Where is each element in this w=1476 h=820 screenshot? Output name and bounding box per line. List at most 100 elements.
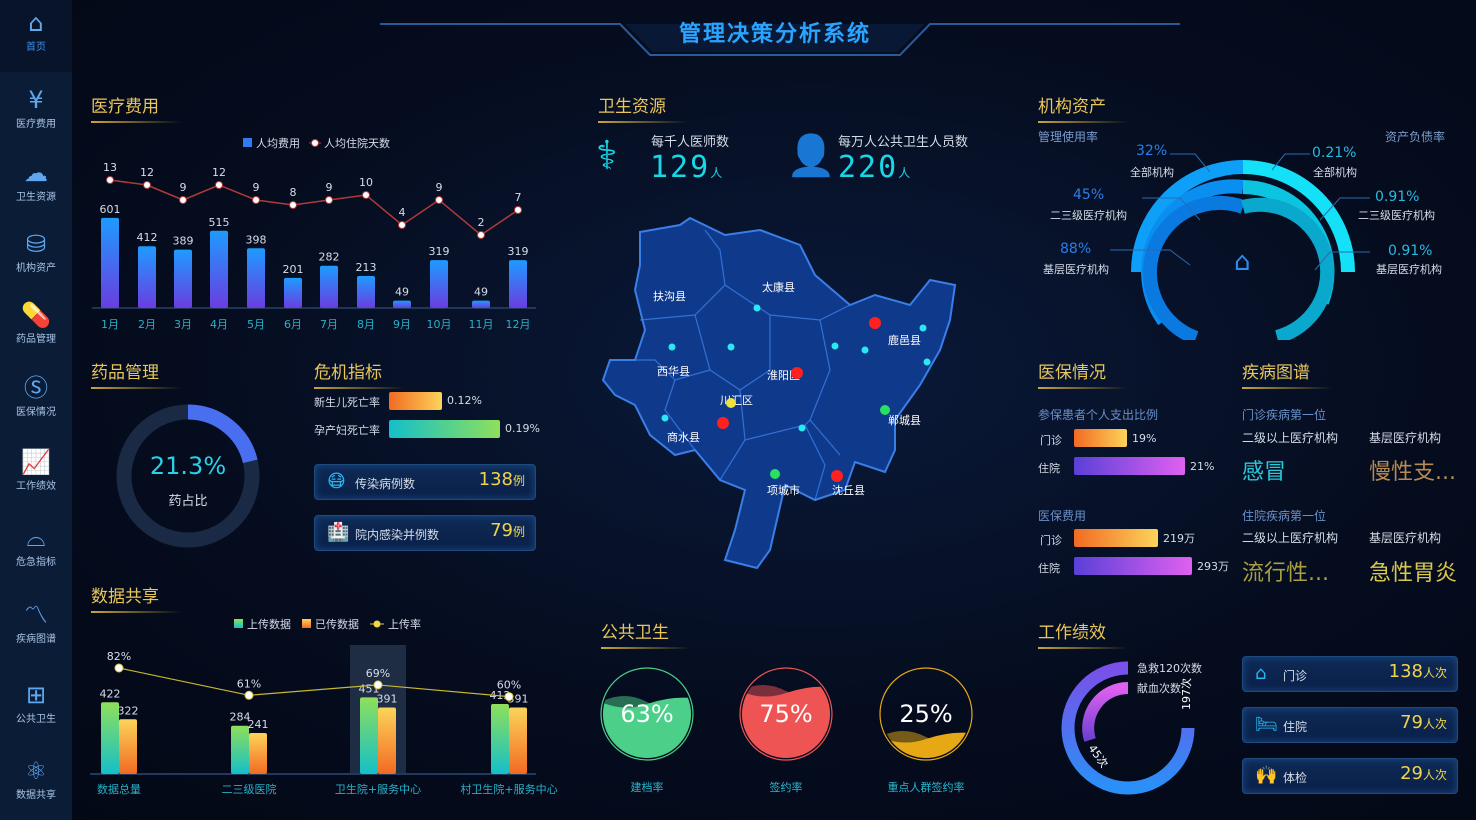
marker-cyan[interactable] [727, 343, 735, 351]
sidebar-item-drug[interactable]: 💊 药品管理 [0, 300, 72, 345]
sidebar-item-disease[interactable]: 〽疾病图谱 [0, 600, 72, 645]
yuan-house-icon: ⌂ [1234, 247, 1251, 277]
district-shangshui[interactable]: 商水县 [667, 430, 700, 444]
hospital-infection-card[interactable]: 🏥 院内感染并例数 79例 [314, 515, 536, 551]
drug-ratio-donut [116, 404, 260, 548]
cost-bar-label: 412 [137, 231, 158, 244]
district-taikang[interactable]: 太康县 [762, 280, 795, 294]
uploaded-bar [119, 719, 137, 774]
marker-cyan[interactable] [923, 358, 931, 366]
sidebar-item-medical-cost[interactable]: ¥ 医疗费用 [0, 85, 72, 130]
days-label: 13 [103, 161, 117, 174]
marker-cyan[interactable] [668, 343, 676, 351]
cost-bar [509, 260, 527, 308]
marker-yellow[interactable] [726, 398, 736, 408]
rate-point [373, 680, 383, 690]
days-label: 7 [515, 191, 522, 204]
days-label: 2 [478, 216, 485, 229]
sidebar-item-insurance[interactable]: Ⓢ 医保情况 [0, 373, 72, 418]
rate-point [114, 663, 124, 673]
x-tick-label: 卫生院+服务中心 [335, 782, 421, 796]
ratio-inpatient-bar [1074, 457, 1185, 475]
yuan-house-icon: ¥ [28, 86, 44, 114]
line-chart-icon: 📈 [21, 448, 51, 476]
district-xihua[interactable]: 西华县 [657, 364, 690, 378]
x-tick-label: 村卫生院+服务中心 [460, 782, 557, 796]
district-chuanhui[interactable]: 川汇区 [720, 394, 753, 407]
gauge-liquid [742, 686, 830, 758]
crisis-label-newborn: 新生儿死亡率 [314, 396, 380, 409]
region-map: 扶沟县 太康县 西华县 淮阳区 川汇区 鹿邑县 商水县 郸城县 项城市 沈丘县 [601, 216, 957, 570]
sidebar-item-home[interactable]: ⌂ 首页 [0, 0, 72, 72]
cost-outpatient-value: 219万 [1163, 532, 1195, 545]
marker-cyan[interactable] [831, 342, 839, 350]
map-markers [661, 304, 931, 482]
district-dancheng[interactable]: 郸城县 [888, 414, 921, 427]
marker-red[interactable] [717, 417, 729, 429]
archive-rate-value: 63% [620, 700, 674, 728]
cost-bar [430, 260, 448, 308]
usage-arc-primary [1142, 195, 1246, 340]
usage-all-value: 32% [1136, 143, 1168, 159]
inpatient-card[interactable]: 🛏 住院 79人次 [1242, 707, 1458, 743]
days-label: 10 [359, 176, 373, 189]
pill-icon: 💊 [21, 301, 51, 329]
uploaded-bar-label: 241 [248, 718, 269, 731]
marker-green[interactable] [880, 405, 890, 415]
marker-cyan[interactable] [919, 324, 927, 332]
header-frame [380, 23, 1180, 56]
days-label: 4 [399, 206, 406, 219]
sidebar: ⌂ 首页 ¥ 医疗费用 ☁ 卫生资源 ⛁ 机构资产 💊 药品管理 Ⓢ 医保情况 📈 工作绩效 … [0, 0, 72, 820]
sidebar-item-public-health[interactable]: ⊞ 公共卫生 [0, 680, 72, 725]
marker-red[interactable] [869, 317, 881, 329]
days-label: 12 [140, 166, 154, 179]
sidebar-item-health-resources[interactable]: ☁ 卫生资源 [0, 158, 72, 203]
district-xiangcheng[interactable]: 项城市 [767, 483, 800, 497]
cost-bar [284, 277, 302, 308]
outpatient-card[interactable]: ⌂ 门诊 138人次 [1242, 656, 1458, 692]
blood-donation-arc [1082, 682, 1129, 742]
inpatient-col1: 二级以上医疗机构 [1242, 531, 1339, 545]
debt-level23-value: 0.91% [1375, 189, 1420, 205]
emergency-arc [1061, 661, 1195, 795]
sidebar-item-assets[interactable]: ⛁ 机构资产 [0, 229, 72, 274]
sidebar-item-data-share[interactable]: ⚛ 数据共享 [0, 756, 72, 801]
district-fugou[interactable]: 扶沟县 [653, 289, 686, 303]
contract-rate-value: 75% [759, 700, 813, 728]
checkup-card[interactable]: 🙌 体检 29人次 [1242, 758, 1458, 794]
bed-icon: 🛏 [1255, 714, 1278, 735]
days-point [514, 206, 522, 214]
usage-all-label: 全部机构 [1130, 166, 1174, 179]
marker-green[interactable] [770, 469, 780, 479]
sidebar-item-crisis[interactable]: ⌓ 危急指标 [0, 523, 72, 568]
marker-cyan[interactable] [753, 304, 761, 312]
bell-icon: ⌓ [26, 524, 46, 552]
marker-cyan[interactable] [798, 424, 806, 432]
personal-ratio-title: 参保患者个人支出比例 [1038, 408, 1159, 422]
rate-label: 61% [237, 677, 261, 690]
outpatient-col2: 基层医疗机构 [1369, 431, 1442, 445]
district-shenqiu[interactable]: 沈丘县 [832, 483, 865, 497]
district-luyi[interactable]: 鹿邑县 [888, 333, 921, 347]
cost-bar-label: 515 [209, 216, 230, 229]
ratio-inpatient-value: 21% [1190, 460, 1215, 473]
checkup-icon: 🙌 [1255, 765, 1278, 786]
public-health-staff-label: 每万人公共卫生人员数 [838, 135, 969, 150]
marker-cyan[interactable] [661, 414, 669, 422]
marker-cyan[interactable] [861, 346, 869, 354]
legend-marker-days [311, 139, 319, 147]
cost-bar [174, 249, 192, 308]
x-tick-label: 3月 [174, 318, 192, 331]
section-title-insurance: 医保情况 [1038, 358, 1128, 389]
infectious-cases-card[interactable]: 😷 传染病例数 138例 [314, 464, 536, 500]
rate-label: 82% [107, 650, 131, 663]
cost-bar-label: 49 [474, 286, 488, 299]
marker-red[interactable] [831, 470, 843, 482]
cost-bar-label: 282 [319, 251, 340, 264]
nurse-icon: 👤 [786, 133, 836, 179]
cost-outpatient-bar [1074, 529, 1158, 547]
marker-red[interactable] [791, 367, 803, 379]
sidebar-item-performance[interactable]: 📈 工作绩效 [0, 447, 72, 492]
cost-bar-label: 201 [283, 263, 304, 276]
debt-primary-label: 基层医疗机构 [1376, 263, 1442, 276]
